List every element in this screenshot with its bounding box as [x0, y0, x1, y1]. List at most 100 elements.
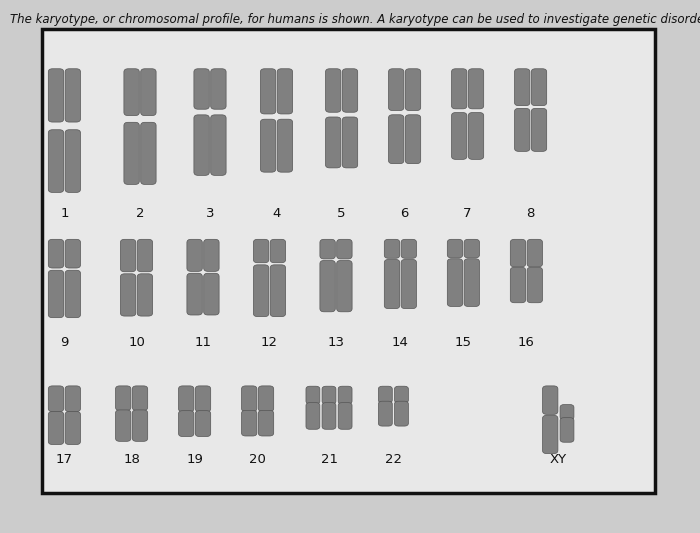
FancyBboxPatch shape: [270, 265, 286, 317]
FancyBboxPatch shape: [379, 386, 392, 403]
Text: 14: 14: [392, 336, 409, 349]
FancyBboxPatch shape: [322, 386, 336, 404]
FancyBboxPatch shape: [253, 265, 269, 317]
FancyBboxPatch shape: [320, 239, 335, 259]
Text: 3: 3: [206, 207, 214, 220]
Text: 19: 19: [186, 453, 203, 466]
FancyBboxPatch shape: [326, 117, 341, 168]
FancyBboxPatch shape: [65, 239, 80, 268]
FancyBboxPatch shape: [389, 69, 404, 110]
Text: 8: 8: [526, 207, 535, 220]
FancyBboxPatch shape: [65, 270, 80, 318]
FancyBboxPatch shape: [195, 386, 211, 412]
FancyBboxPatch shape: [337, 239, 352, 259]
FancyBboxPatch shape: [253, 239, 269, 263]
Text: 1: 1: [60, 207, 69, 220]
FancyBboxPatch shape: [141, 69, 156, 116]
FancyBboxPatch shape: [65, 130, 80, 192]
Bar: [42, 29, 654, 493]
Text: XY: XY: [550, 453, 567, 466]
FancyBboxPatch shape: [560, 418, 574, 442]
FancyBboxPatch shape: [195, 410, 211, 437]
FancyBboxPatch shape: [120, 239, 136, 272]
FancyBboxPatch shape: [258, 410, 274, 436]
Text: 11: 11: [195, 336, 211, 349]
FancyBboxPatch shape: [342, 69, 358, 112]
FancyBboxPatch shape: [48, 386, 64, 411]
FancyBboxPatch shape: [65, 386, 80, 411]
FancyBboxPatch shape: [241, 386, 257, 411]
FancyBboxPatch shape: [116, 410, 131, 441]
Text: The karyotype, or chromosomal profile, for humans is shown. A karyotype can be u: The karyotype, or chromosomal profile, f…: [10, 13, 700, 26]
FancyBboxPatch shape: [510, 239, 526, 267]
FancyBboxPatch shape: [542, 415, 558, 454]
FancyBboxPatch shape: [306, 386, 320, 404]
FancyBboxPatch shape: [320, 261, 335, 312]
FancyBboxPatch shape: [389, 115, 404, 164]
FancyBboxPatch shape: [178, 386, 194, 412]
FancyBboxPatch shape: [531, 108, 547, 151]
FancyBboxPatch shape: [277, 119, 293, 172]
Text: 9: 9: [60, 336, 69, 349]
FancyBboxPatch shape: [464, 239, 480, 258]
FancyBboxPatch shape: [395, 386, 408, 403]
Text: 17: 17: [56, 453, 73, 466]
Text: 7: 7: [463, 207, 472, 220]
FancyBboxPatch shape: [452, 112, 467, 159]
FancyBboxPatch shape: [514, 69, 530, 106]
Text: 12: 12: [261, 336, 278, 349]
Text: 21: 21: [321, 453, 337, 466]
FancyBboxPatch shape: [120, 274, 136, 316]
FancyBboxPatch shape: [405, 115, 421, 164]
FancyBboxPatch shape: [306, 402, 320, 429]
FancyBboxPatch shape: [447, 239, 463, 258]
Text: 22: 22: [385, 453, 402, 466]
FancyBboxPatch shape: [270, 239, 286, 263]
FancyBboxPatch shape: [48, 130, 64, 192]
FancyBboxPatch shape: [204, 239, 219, 271]
FancyBboxPatch shape: [337, 261, 352, 312]
FancyBboxPatch shape: [132, 386, 148, 410]
Text: 4: 4: [272, 207, 281, 220]
FancyBboxPatch shape: [452, 69, 467, 109]
FancyBboxPatch shape: [260, 69, 276, 114]
FancyBboxPatch shape: [211, 115, 226, 175]
FancyBboxPatch shape: [211, 69, 226, 109]
FancyBboxPatch shape: [510, 267, 526, 303]
FancyBboxPatch shape: [48, 239, 64, 268]
FancyBboxPatch shape: [338, 402, 352, 429]
FancyBboxPatch shape: [260, 119, 276, 172]
FancyBboxPatch shape: [187, 239, 202, 271]
FancyBboxPatch shape: [405, 69, 421, 110]
Text: 5: 5: [337, 207, 346, 220]
FancyBboxPatch shape: [258, 386, 274, 411]
FancyBboxPatch shape: [395, 401, 408, 426]
FancyBboxPatch shape: [531, 69, 547, 106]
FancyBboxPatch shape: [527, 267, 542, 303]
FancyBboxPatch shape: [204, 273, 219, 315]
Text: 2: 2: [136, 207, 144, 220]
FancyBboxPatch shape: [401, 239, 416, 259]
FancyBboxPatch shape: [187, 273, 202, 315]
FancyBboxPatch shape: [384, 239, 400, 259]
FancyBboxPatch shape: [65, 69, 80, 122]
FancyBboxPatch shape: [514, 108, 530, 151]
Text: 18: 18: [123, 453, 140, 466]
FancyBboxPatch shape: [48, 411, 64, 445]
FancyBboxPatch shape: [124, 122, 139, 184]
FancyBboxPatch shape: [342, 117, 358, 168]
FancyBboxPatch shape: [141, 122, 156, 184]
FancyBboxPatch shape: [384, 260, 400, 309]
FancyBboxPatch shape: [560, 405, 574, 419]
FancyBboxPatch shape: [322, 402, 336, 429]
FancyBboxPatch shape: [178, 410, 194, 437]
FancyBboxPatch shape: [194, 115, 209, 175]
FancyBboxPatch shape: [116, 386, 131, 410]
Text: 13: 13: [328, 336, 344, 349]
FancyBboxPatch shape: [527, 239, 542, 267]
Text: 10: 10: [128, 336, 145, 349]
Text: 15: 15: [455, 336, 472, 349]
FancyBboxPatch shape: [137, 239, 153, 272]
FancyBboxPatch shape: [124, 69, 139, 116]
FancyBboxPatch shape: [464, 259, 480, 306]
